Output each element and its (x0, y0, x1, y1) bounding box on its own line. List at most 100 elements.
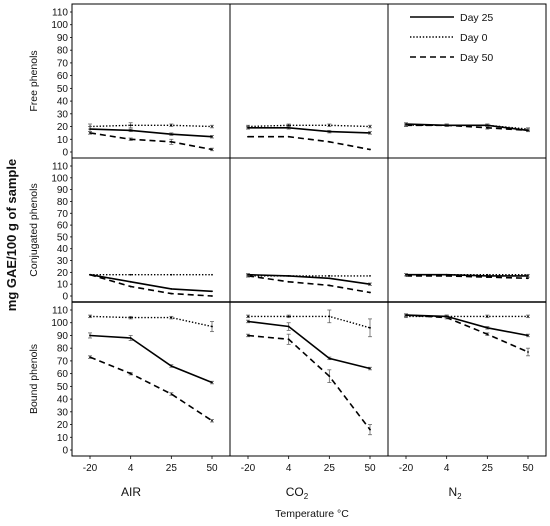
data-point (369, 132, 371, 134)
y-tick-label: 70 (57, 58, 69, 69)
legend-label: Day 0 (460, 32, 488, 44)
data-point (129, 138, 132, 141)
labels-layer: mg GAE/100 g of sample Temperature °C 01… (4, 8, 534, 521)
data-point (129, 273, 132, 276)
row-label: Bound phenols (28, 344, 40, 414)
data-point (328, 315, 331, 318)
data-point (328, 357, 331, 360)
series-line-day-25 (89, 128, 213, 138)
panel-frame (387, 157, 547, 303)
y-tick-label: 80 (57, 344, 69, 355)
y-tick-label: 30 (57, 256, 69, 267)
data-point (129, 280, 132, 283)
data-point (287, 126, 290, 129)
data-point (369, 326, 371, 329)
series-line-day-50 (247, 334, 371, 431)
data-point (211, 135, 213, 138)
y-tick-label: 60 (57, 71, 69, 82)
y-tick-label: 40 (57, 395, 69, 406)
y-tick-label: 50 (57, 232, 69, 243)
y-tick-label: 100 (51, 20, 68, 31)
data-point (405, 123, 407, 125)
series-line-day-0 (247, 124, 371, 128)
data-point (170, 316, 173, 319)
series-line-day-25 (89, 273, 213, 293)
series-line-day-50 (89, 132, 213, 151)
y-tick-label: 70 (57, 356, 69, 367)
atmosphere-label: N2 (448, 485, 462, 501)
x-tick-label: 25 (482, 463, 494, 474)
data-point (89, 334, 91, 337)
data-point (369, 428, 371, 431)
data-point (89, 315, 91, 318)
x-axis-label: Temperature °C (275, 508, 349, 520)
data-point (405, 314, 407, 316)
data-point (89, 128, 91, 130)
x-tick-label: 25 (166, 463, 178, 474)
data-point (211, 419, 213, 422)
y-tick-label: 10 (57, 433, 69, 444)
y-tick-label: 90 (57, 33, 69, 44)
panels-layer (70, 3, 547, 459)
data-point (287, 275, 290, 277)
y-tick-label: 30 (57, 407, 69, 418)
data-point (527, 334, 529, 337)
data-point (486, 333, 489, 336)
y-tick-label: 80 (57, 46, 69, 57)
x-tick-label: -20 (241, 463, 256, 474)
y-tick-label: 110 (52, 162, 68, 173)
y-tick-label: 0 (62, 148, 68, 159)
data-point (328, 375, 331, 378)
data-point (328, 275, 331, 277)
data-point (247, 334, 249, 337)
data-point (287, 280, 290, 283)
series-line-day-0 (248, 315, 371, 329)
data-point (170, 133, 173, 136)
x-tick-label: 4 (286, 463, 292, 474)
data-point (129, 124, 132, 127)
atmosphere-label: CO2 (286, 485, 309, 501)
series-line-day-50 (89, 273, 213, 297)
data-point (287, 135, 290, 138)
data-point (287, 124, 290, 127)
row-label: Conjugated phenols (28, 183, 40, 276)
data-point (445, 315, 448, 318)
y-tick-label: 50 (57, 382, 69, 393)
series-line-day-25 (406, 273, 528, 277)
series-line-day-50 (405, 314, 529, 353)
data-point (369, 125, 371, 128)
series-line-day-25 (405, 314, 529, 337)
y-tick-label: 90 (57, 185, 69, 196)
data-point (328, 140, 331, 143)
y-tick-label: 110 (52, 8, 68, 19)
series-line-day-50 (89, 356, 213, 422)
data-point (247, 135, 249, 138)
panel-frame (71, 157, 231, 303)
y-tick-label: 40 (57, 244, 69, 255)
data-point (170, 292, 173, 295)
y-tick-label: 80 (57, 197, 69, 208)
panel-frame (229, 301, 389, 457)
data-point (486, 126, 489, 129)
data-point (328, 284, 331, 287)
x-tick-label: 25 (324, 463, 336, 474)
series-line-day-25 (248, 127, 371, 134)
x-tick-label: 50 (206, 463, 218, 474)
data-point (247, 315, 249, 318)
data-point (527, 277, 529, 280)
series-layer (88, 122, 530, 436)
data-point (170, 288, 173, 290)
panel-frame (71, 3, 231, 159)
y-tick-label: 20 (57, 268, 69, 279)
data-point (445, 273, 448, 276)
data-point (170, 273, 173, 276)
series-line-day-50 (247, 275, 371, 294)
data-point (369, 283, 371, 286)
data-point (486, 326, 489, 329)
legend-label: Day 25 (460, 12, 493, 24)
data-point (527, 275, 529, 277)
y-tick-label: 20 (57, 420, 69, 431)
data-point (405, 273, 407, 276)
panel-frame (229, 3, 389, 159)
